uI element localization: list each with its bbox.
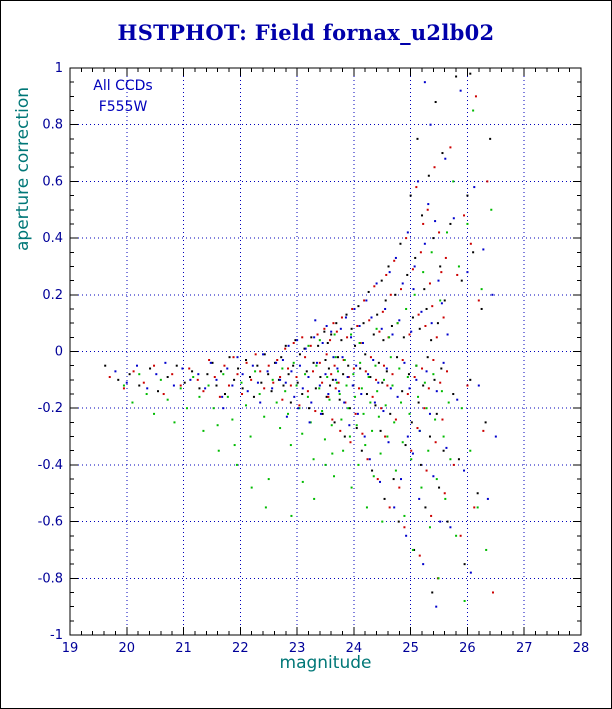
y-tick-label: 0.8 [42,118,63,133]
y-tick-label: -0.6 [38,515,63,530]
x-tick-label: 25 [402,641,419,656]
y-tick-label: 0.4 [42,231,63,246]
x-tick-label: 20 [119,641,136,656]
plot-annotation: All CCDs F555W [84,76,162,118]
y-tick-label: 1 [55,61,63,76]
y-tick-label: -0.4 [38,458,63,473]
tick-labels: 19 20 21 22 23 24 25 26 27 28 -1 -0.8 -0.6 -0.4 -0.2 0 0… [38,61,590,656]
y-tick-label: 0 [55,345,63,360]
x-tick-label: 22 [232,641,249,656]
grid-lines [70,68,581,635]
y-tick-label: -0.8 [38,571,63,586]
series-green-points [122,109,493,602]
axis-ticks [69,67,582,636]
x-tick-label: 23 [289,641,306,656]
y-tick-label: -0.2 [38,401,63,416]
chart-title: HSTPHOT: Field fornax_u2lb02 [117,20,495,45]
x-tick-label: 26 [459,641,476,656]
x-axis-label: magnitude [279,653,372,673]
x-tick-label: 19 [62,641,79,656]
series-blue-points [114,81,497,608]
x-tick-label: 24 [346,641,363,656]
annotation-all-ccds: All CCDs [93,78,153,94]
annotation-filter: F555W [98,99,148,115]
x-tick-label: 27 [516,641,533,656]
series-red-points [108,95,494,594]
y-tick-label: 0.6 [42,174,63,189]
x-tick-label: 21 [175,641,192,656]
series-black-points [104,72,492,594]
x-tick-label: 28 [573,641,590,656]
y-tick-label: 0.2 [42,288,63,303]
y-tick-label: -1 [50,628,63,643]
